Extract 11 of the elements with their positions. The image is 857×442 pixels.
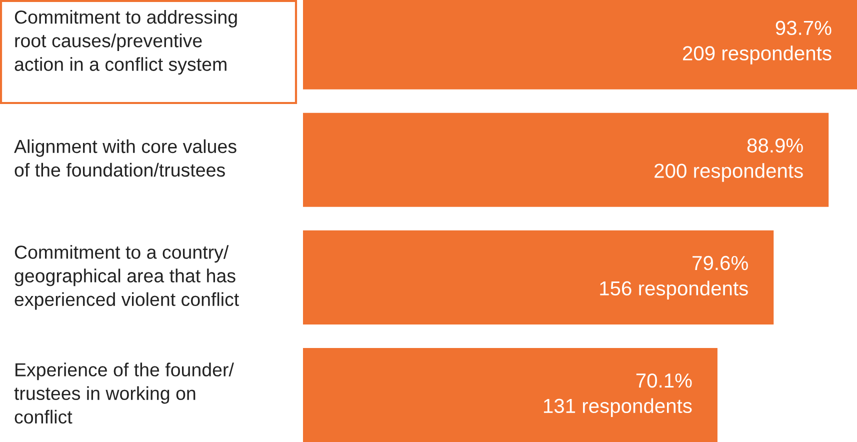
y-tick-label: Commitment to addressing root causes/preventive action in a conflict system (14, 10, 237, 75)
data-label: 93.7% 209 respondents (682, 20, 832, 64)
bar (303, 112, 829, 207)
y-tick-label: Experience of the founder/ trustees in working on conflict (14, 362, 234, 424)
bar (303, 230, 774, 324)
data-label: 70.1% 131 respondents (544, 373, 692, 418)
data-label: 88.9% 200 respondents (654, 138, 803, 182)
y-tick-label: Commitment to a country/ geographical area that has experienced violent conflict (14, 245, 239, 310)
y-tick-label: Alignment with core values of the foundation/trustees (14, 139, 236, 177)
data-label: 79.6% 156 respondents (600, 256, 748, 300)
bar (303, 348, 718, 442)
